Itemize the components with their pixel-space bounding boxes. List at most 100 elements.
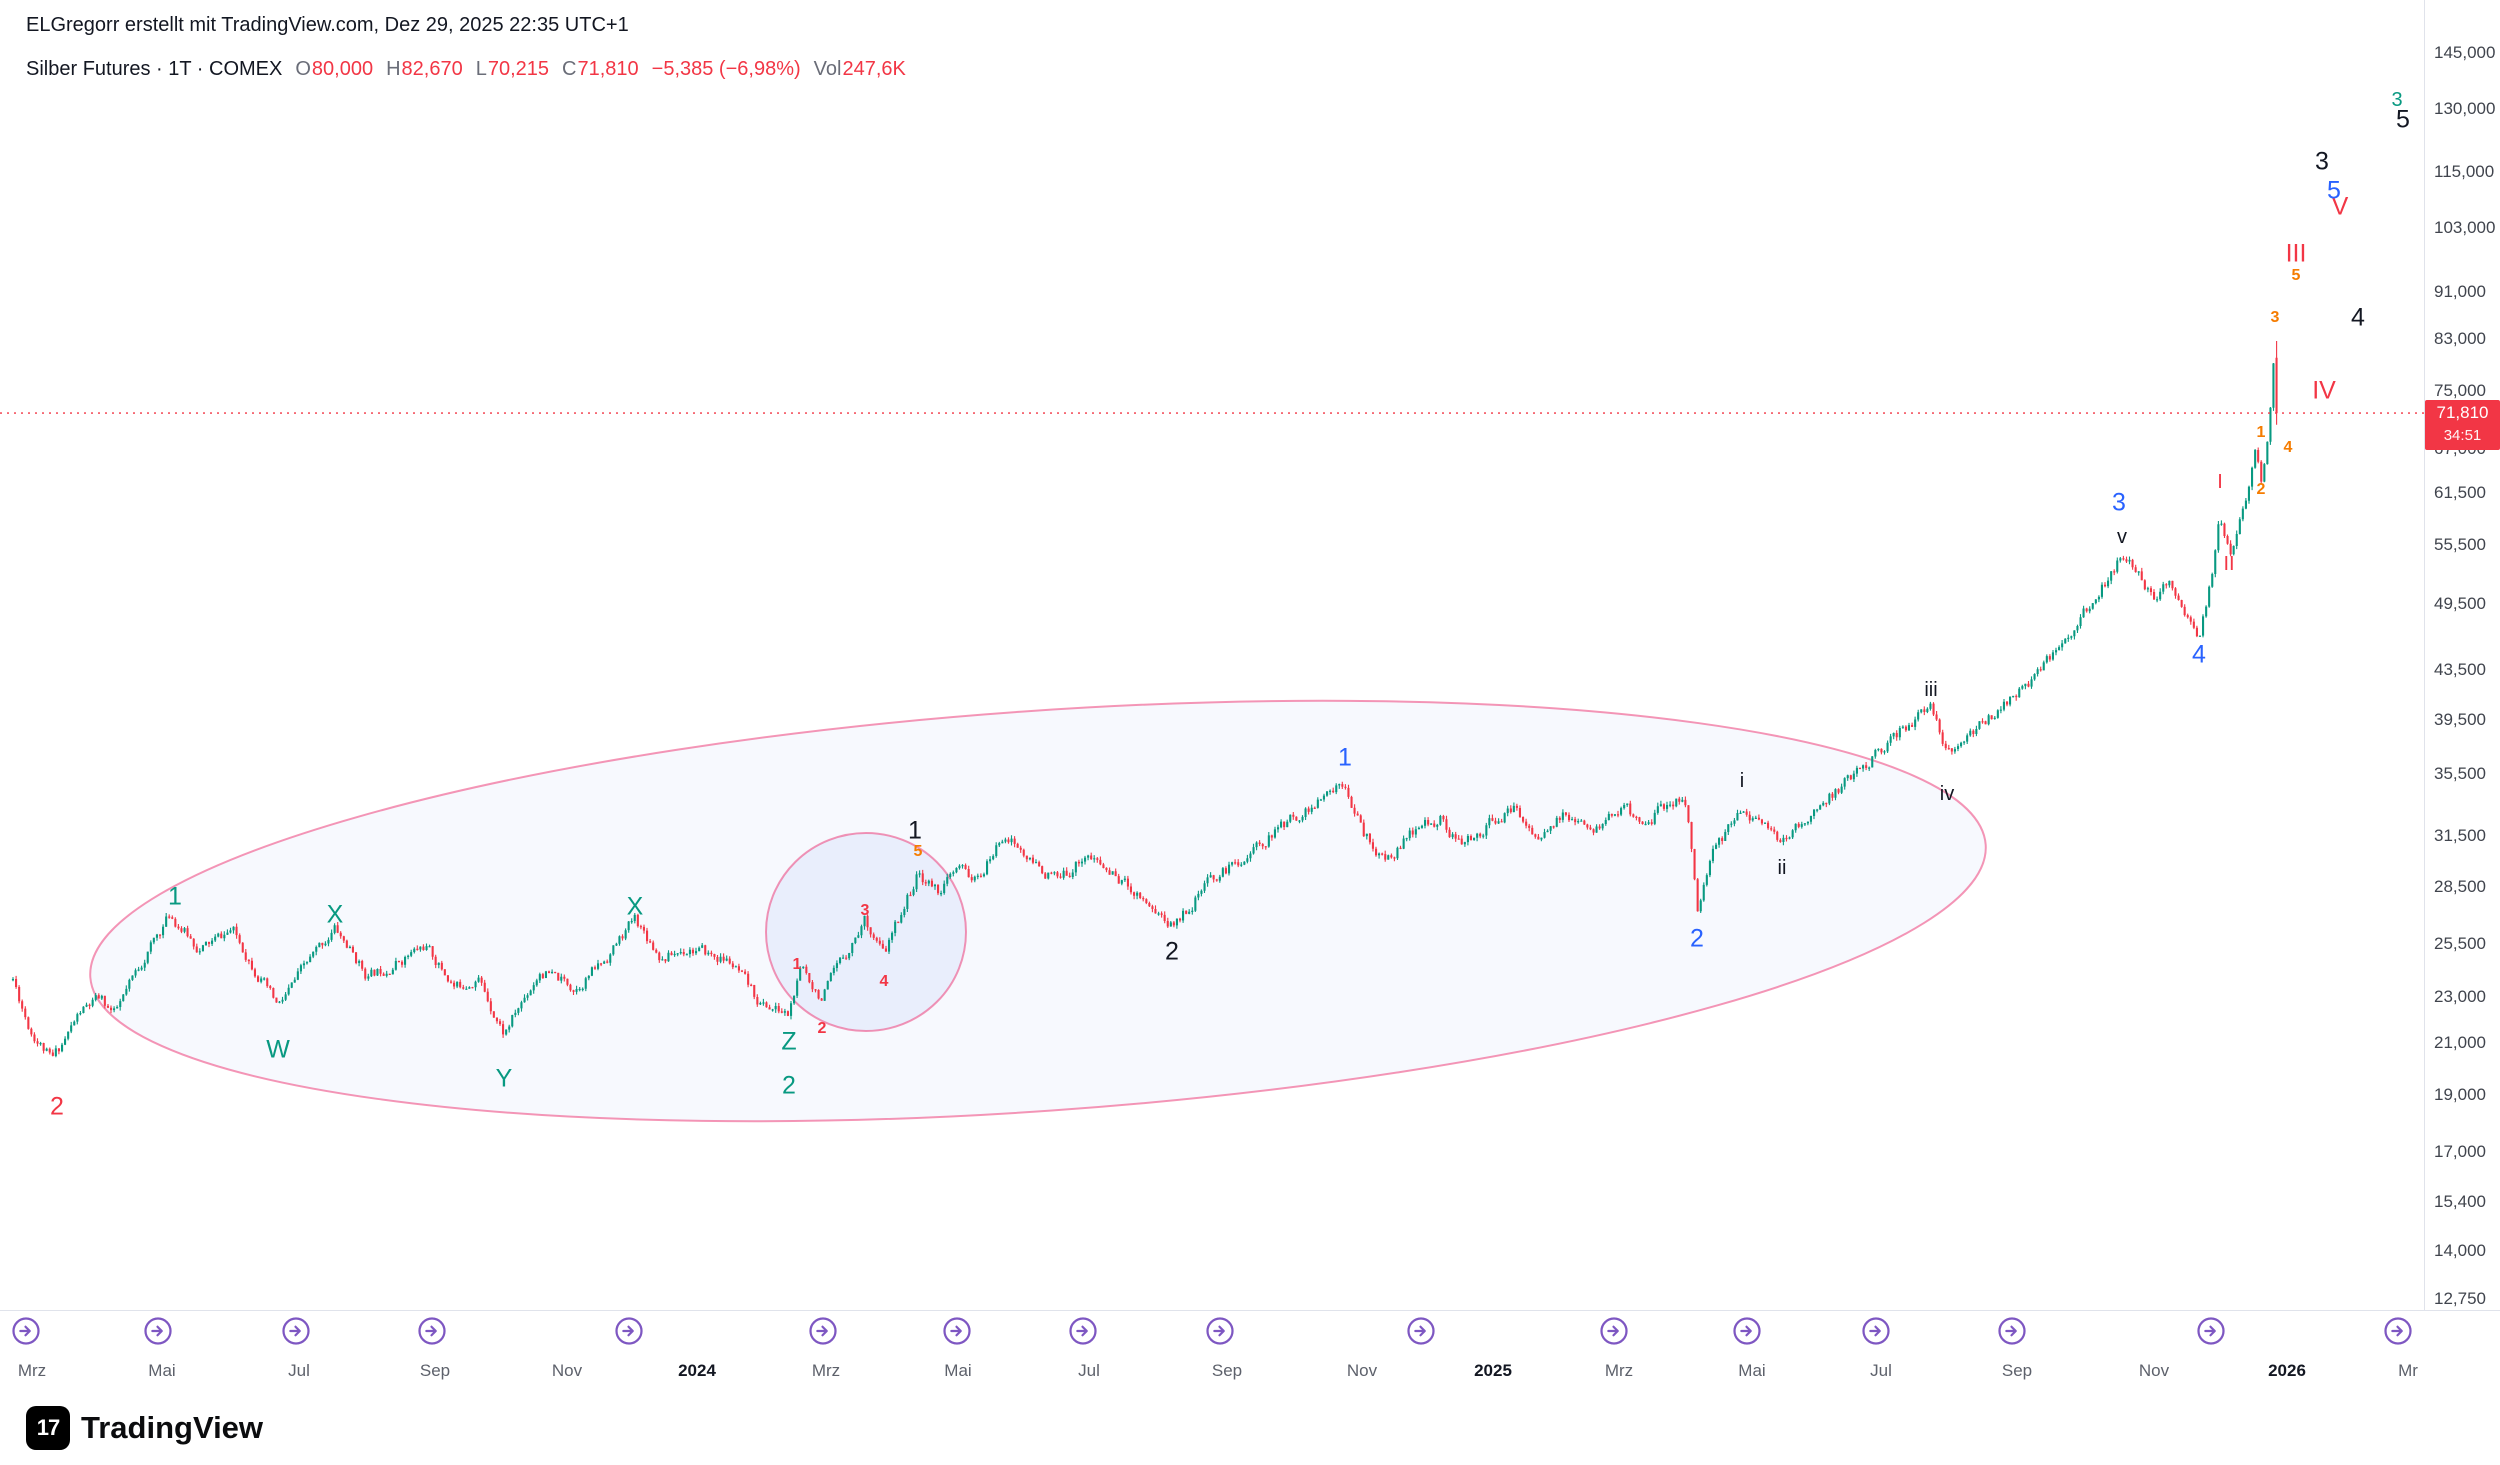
elliott-wave-label[interactable]: 3 [860,902,870,919]
elliott-wave-label[interactable]: 3 [2315,147,2329,176]
time-axis[interactable]: Mrz Mai Jul Sep Nov 2024 Mrz Mai Jul Sep Nov 2025 Mr… [0,1310,2500,1390]
time-tick-year: 2025 [1474,1361,1512,1380]
idea-marker-icon[interactable] [942,1316,972,1346]
idea-marker-icon[interactable] [417,1316,447,1346]
price-tick-label: 12,750 [2434,1289,2486,1308]
elliott-wave-label[interactable]: v [2117,526,2127,548]
time-tick-month: Mrz [1604,1361,1634,1380]
current-price-badge[interactable]: 71,810 34:51 [2425,400,2500,450]
time-tick-month: Jul [288,1361,310,1380]
price-axis[interactable]: 145,000 130,000 115,000 103,000 91,000 83,000… [2424,0,2500,1390]
price-tick-label: 115,000 [2434,161,2495,181]
time-tick-month: Mrz [811,1361,841,1380]
price-tick-label: 145,000 [2434,43,2496,62]
idea-marker-icon[interactable] [11,1316,41,1346]
elliott-wave-label[interactable]: 4 [2283,439,2293,456]
elliott-wave-label[interactable]: 2 [782,1071,796,1100]
ohlc-close: C71,810 [562,58,639,80]
elliott-wave-label[interactable]: Y [495,1064,513,1093]
elliott-wave-label[interactable]: W [266,1035,290,1064]
bar-countdown: 34:51 [2443,427,2482,444]
idea-marker-icon[interactable] [1732,1316,1762,1346]
symbol-legend[interactable]: Silber Futures · 1T · COMEX O80,000 H82,… [26,58,906,81]
elliott-wave-label[interactable]: 2 [1690,924,1704,953]
elliott-wave-label[interactable]: 5 [913,843,923,860]
elliott-wave-label[interactable]: 3 [2270,309,2280,326]
elliott-wave-label[interactable]: 5 [2396,105,2410,134]
elliott-wave-label[interactable]: II [2223,553,2235,575]
idea-marker-icon[interactable] [143,1316,173,1346]
time-tick-month: Sep [2001,1361,2033,1380]
time-tick-month: Mai [1738,1361,1766,1380]
price-tick-label: 130,000 [2434,99,2496,118]
idea-marker-icon[interactable] [2383,1316,2413,1346]
time-tick-month: Nov [1346,1361,1378,1380]
elliott-wave-label[interactable]: 1 [1338,743,1352,772]
elliott-wave-label[interactable]: iv [1939,783,1955,805]
elliott-wave-label[interactable]: V [2331,192,2349,221]
time-tick-month: Nov [2138,1361,2170,1380]
tradingview-logo-icon: 17 [26,1406,70,1450]
idea-marker-icon[interactable] [614,1316,644,1346]
tradingview-branding[interactable]: 17 TradingView [26,1406,263,1450]
time-tick-year: 2024 [678,1361,716,1380]
idea-marker-icon[interactable] [1205,1316,1235,1346]
price-tick-label: 31,500 [2434,825,2486,845]
elliott-wave-label[interactable]: X [626,892,644,921]
time-tick-month: Mrz [17,1361,47,1380]
idea-marker-icon[interactable] [2196,1316,2226,1346]
elliott-ellipse-annotation[interactable] [76,645,1999,1177]
idea-marker-icon[interactable] [1599,1316,1629,1346]
elliott-wave-label[interactable]: 2 [50,1092,64,1121]
price-tick-label: 75,000 [2434,380,2486,400]
elliott-wave-label[interactable]: 3 [2112,488,2126,517]
elliott-wave-label[interactable]: 2 [2256,481,2266,498]
elliott-wave-label[interactable]: 1 [792,956,802,973]
elliott-wave-label[interactable]: 5 [2327,176,2341,205]
time-tick-month: Sep [1211,1361,1243,1380]
elliott-wave-label[interactable]: IV [2312,376,2336,405]
idea-marker-icon[interactable] [1406,1316,1436,1346]
elliott-wave-label[interactable]: ii [1777,857,1787,879]
price-tick-label: 23,000 [2434,986,2486,1006]
elliott-wave-label[interactable]: 1 [908,816,922,845]
elliott-wave-label[interactable]: iii [1924,679,1938,701]
price-tick-label: 55,500 [2434,535,2486,555]
elliott-wave-label[interactable]: X [326,900,344,929]
time-tick-month: Jul [1078,1361,1100,1380]
price-tick-label: 35,500 [2434,764,2486,784]
elliott-wave-label[interactable]: 5 [2291,267,2301,284]
elliott-wave-label[interactable]: 4 [2351,303,2365,332]
price-tick-label: 25,500 [2434,933,2486,953]
elliott-wave-label[interactable]: 2 [817,1020,827,1037]
price-tick-label: 17,000 [2434,1141,2486,1161]
idea-marker-icon[interactable] [1997,1316,2027,1346]
elliott-wave-label[interactable]: 3 [2391,89,2403,111]
volume: Vol247,6K [813,58,906,80]
price-tick-label: 15,400 [2434,1192,2486,1212]
elliott-ellipse-annotation[interactable] [765,832,967,1032]
elliott-wave-label[interactable]: 1 [168,882,182,911]
elliott-wave-label[interactable]: 2 [1165,937,1179,966]
elliott-wave-label[interactable]: I [2217,471,2223,493]
idea-marker-icon[interactable] [281,1316,311,1346]
elliott-wave-label[interactable]: III [2285,239,2307,268]
price-tick-label: 49,500 [2434,593,2486,613]
idea-marker-icon[interactable] [808,1316,838,1346]
elliott-wave-label[interactable]: Z [781,1027,797,1056]
elliott-wave-label[interactable]: 4 [2192,640,2206,669]
price-tick-label: 19,000 [2434,1084,2486,1104]
price-tick-label: 28,500 [2434,876,2486,896]
elliott-wave-label[interactable]: 4 [879,973,889,990]
ohlc-low: L70,215 [475,58,550,80]
elliott-wave-label[interactable]: i [1739,770,1745,792]
symbol-title[interactable]: Silber Futures · 1T · COMEX [26,58,283,80]
price-tick-label: 39,500 [2434,709,2486,729]
time-tick-month: Mai [944,1361,972,1380]
elliott-wave-label[interactable]: 1 [2256,424,2266,441]
idea-marker-icon[interactable] [1861,1316,1891,1346]
idea-marker-icon[interactable] [1068,1316,1098,1346]
